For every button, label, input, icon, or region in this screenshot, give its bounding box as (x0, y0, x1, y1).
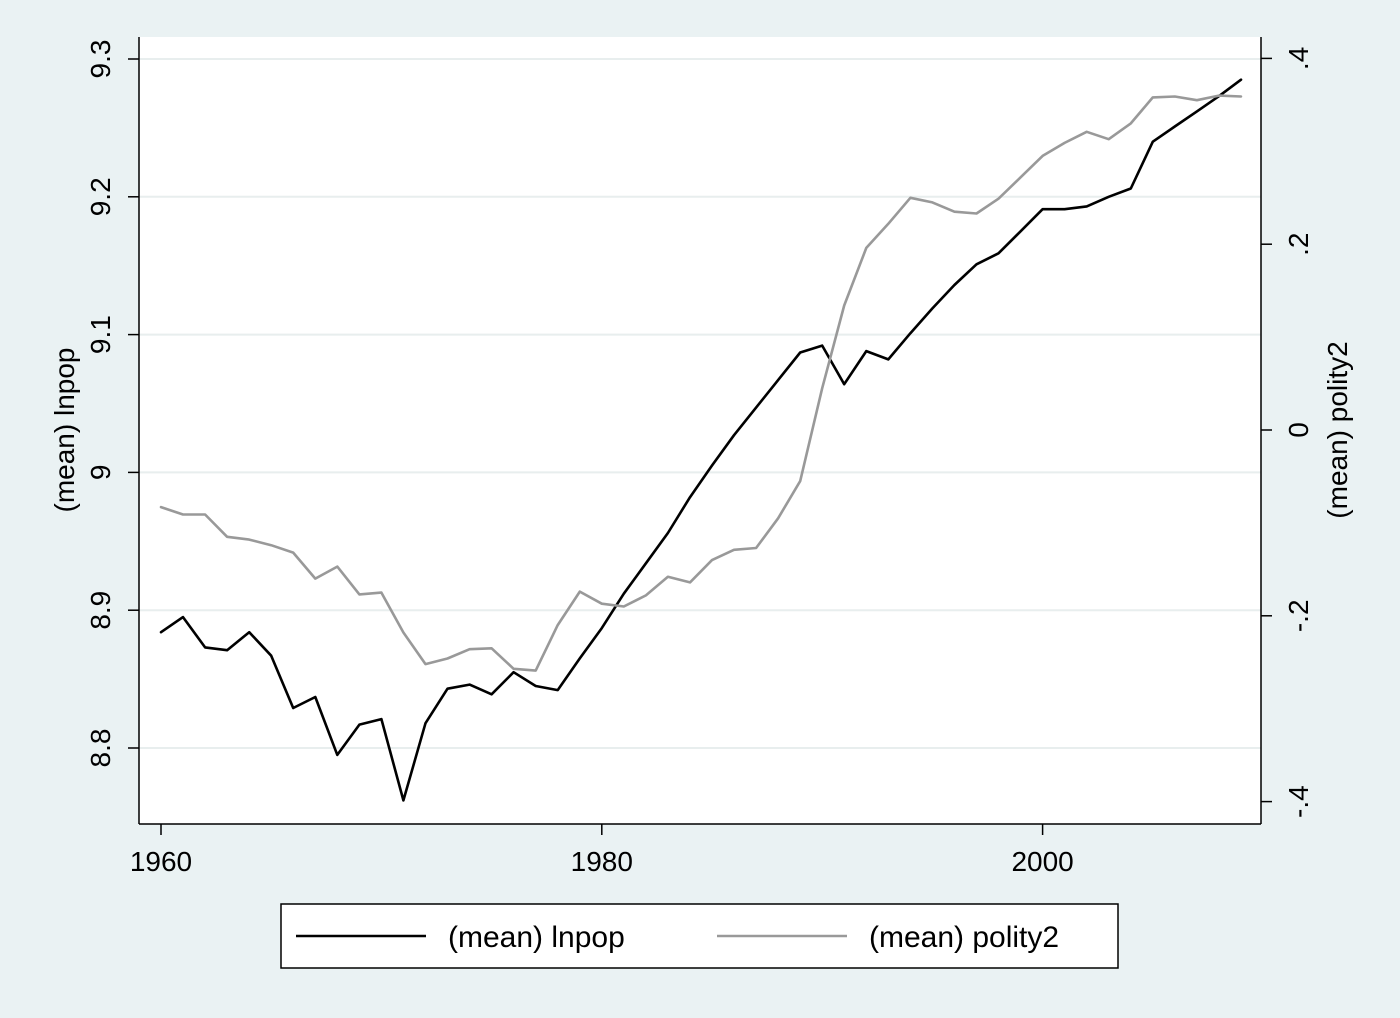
gridlines (139, 58, 1261, 749)
x-tick-label-1: 1980 (571, 846, 633, 877)
series-layer (159, 78, 1243, 802)
y-left-tick-label-0: 8.8 (85, 729, 116, 768)
y-right-tick-label-1: -.2 (1283, 599, 1314, 632)
y-right-tick-label-0: -.4 (1283, 785, 1314, 818)
y-left-tick-label-5: 9.3 (85, 40, 116, 79)
y-left-tick-label-4: 9.2 (85, 177, 116, 216)
legend-label-lnpop: (mean) lnpop (448, 921, 625, 954)
y-left-tick-label-3: 9.1 (85, 315, 116, 354)
y-left-tick-label-2: 9 (85, 465, 116, 481)
x-tick-label-0: 1960 (130, 846, 192, 877)
legend: (mean) lnpop (mean) polity2 (280, 903, 1119, 969)
y-right-axis-title: (mean) polity2 (1322, 341, 1353, 518)
series-line-polity2 (159, 94, 1243, 672)
y-left-axis-title: (mean) lnpop (49, 348, 80, 513)
y-right-tick-label-3: .2 (1283, 233, 1314, 256)
y-left-tick-label-1: 8.9 (85, 591, 116, 630)
series-line-lnpop (159, 78, 1243, 802)
y-right-tick-label-4: .4 (1283, 47, 1314, 70)
y-right-tick-label-2: 0 (1283, 422, 1314, 438)
x-tick-label-2: 2000 (1011, 846, 1073, 877)
legend-label-polity2: (mean) polity2 (869, 921, 1059, 954)
plot-area (139, 37, 1261, 824)
axes-layer: 8.8 8.9 9 9.1 9.2 9.3 -.4 -.2 0 .2 .4 1960 1980 2000 (85, 37, 1314, 877)
